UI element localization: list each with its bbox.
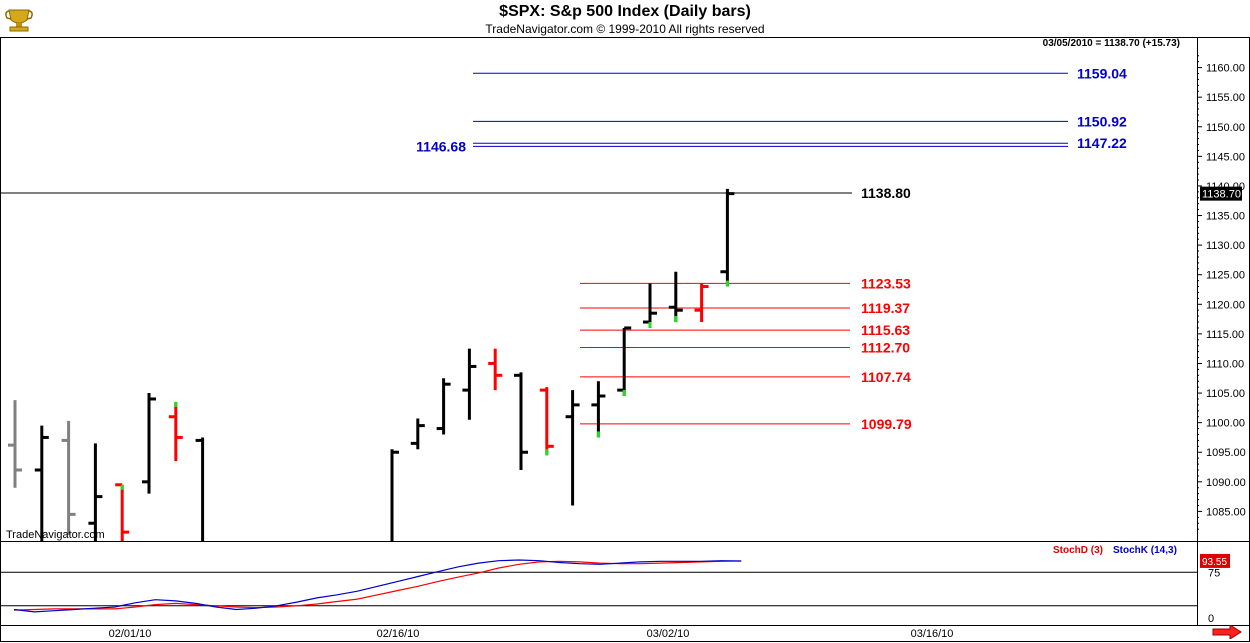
y-tick-label: 1110.00	[1206, 358, 1244, 370]
ohlc-bar	[61, 420, 76, 536]
x-tick-label: 03/02/10	[647, 628, 690, 640]
ohlc-bar	[88, 443, 103, 541]
ohlc-bar	[617, 326, 632, 397]
y-tick-label: 1160.00	[1206, 63, 1245, 75]
ohlc-bar	[591, 381, 606, 438]
y-tick-label: 1100.00	[1206, 418, 1245, 430]
ohlc-bar	[694, 283, 709, 323]
level-label: 1119.37	[861, 300, 910, 316]
ohlc-bar	[8, 400, 22, 488]
price-bars	[8, 188, 735, 541]
ohlc-bar	[462, 348, 477, 420]
x-tick-label: 02/16/10	[377, 628, 420, 640]
ohlc-bar	[643, 283, 657, 328]
ohlc-bar	[720, 188, 735, 287]
y-tick-label: 1090.00	[1206, 477, 1246, 489]
stochD-legend: StochD (3)	[1053, 545, 1103, 556]
watermark-text: TradeNavigator.com	[6, 529, 105, 541]
ohlc-bar	[142, 393, 156, 494]
ohlc-bar	[34, 425, 49, 541]
level-label: 1138.80	[861, 185, 911, 201]
ohlc-bar	[668, 271, 683, 323]
y-tick-label: 1150.00	[1206, 122, 1245, 134]
level-label: 1115.63	[861, 322, 910, 338]
ohlc-bar	[195, 437, 205, 541]
stoch-series-line	[13, 559, 742, 613]
level-label: 1147.22	[1077, 135, 1127, 151]
y-tick-label: 1095.00	[1206, 447, 1246, 459]
ohlc-bar	[436, 378, 451, 435]
level-label: 1150.92	[1077, 113, 1127, 129]
ohlc-bar	[539, 387, 554, 456]
y-tick-label: 1105.00	[1206, 388, 1245, 400]
level-label: 1107.74	[861, 369, 911, 385]
stoch-value-label: 93.55	[1202, 557, 1227, 568]
last-bar-info: 03/05/2010 = 1138.70 (+15.73)	[1043, 38, 1180, 49]
ohlc-bar	[488, 348, 503, 391]
level-label: 1146.68	[416, 138, 466, 154]
chart-title: $SPX: S&p 500 Index (Daily bars)	[499, 3, 751, 20]
ohlc-bar	[514, 372, 528, 470]
stoch-series-line	[13, 560, 742, 611]
y-tick-label: 1085.00	[1206, 506, 1246, 518]
stoch-tick-label: 0	[1208, 613, 1214, 625]
y-tick-label: 1145.00	[1206, 151, 1245, 163]
y-tick-label: 1155.00	[1206, 92, 1245, 104]
level-label: 1123.53	[861, 275, 911, 291]
ohlc-bar	[410, 418, 425, 450]
ohlc-bar	[168, 401, 183, 462]
stoch-tick-label: 75	[1208, 567, 1220, 579]
ohlc-bar	[115, 483, 130, 541]
x-tick-label: 02/01/10	[109, 628, 152, 640]
stoch-value-box	[1200, 553, 1230, 568]
ohlc-bar	[390, 449, 399, 541]
ohlc-bar	[565, 390, 580, 506]
y-tick-label: 1130.00	[1206, 240, 1245, 252]
x-tick-label: 03/16/10	[911, 628, 954, 640]
scroll-right-arrow-icon[interactable]	[1212, 625, 1242, 639]
copyright-text: TradeNavigator.com © 1999-2010 All right…	[485, 22, 765, 36]
y-tick-label: 1125.00	[1206, 270, 1245, 282]
level-label: 1159.04	[1077, 65, 1127, 81]
y-tick-label: 1115.00	[1206, 329, 1244, 341]
last-price-label: 1138.70	[1202, 189, 1241, 201]
trophy-logo-icon	[5, 9, 33, 32]
chart-header: $SPX: S&p 500 Index (Daily bars) TradeNa…	[0, 0, 1250, 38]
level-label: 1099.79	[861, 416, 912, 432]
y-tick-label: 1135.00	[1206, 211, 1245, 223]
y-tick-label: 1120.00	[1206, 299, 1245, 311]
last-price-box	[1200, 186, 1242, 201]
level-label: 1112.70	[861, 339, 910, 355]
stochK-legend: StochK (14,3)	[1113, 545, 1177, 556]
